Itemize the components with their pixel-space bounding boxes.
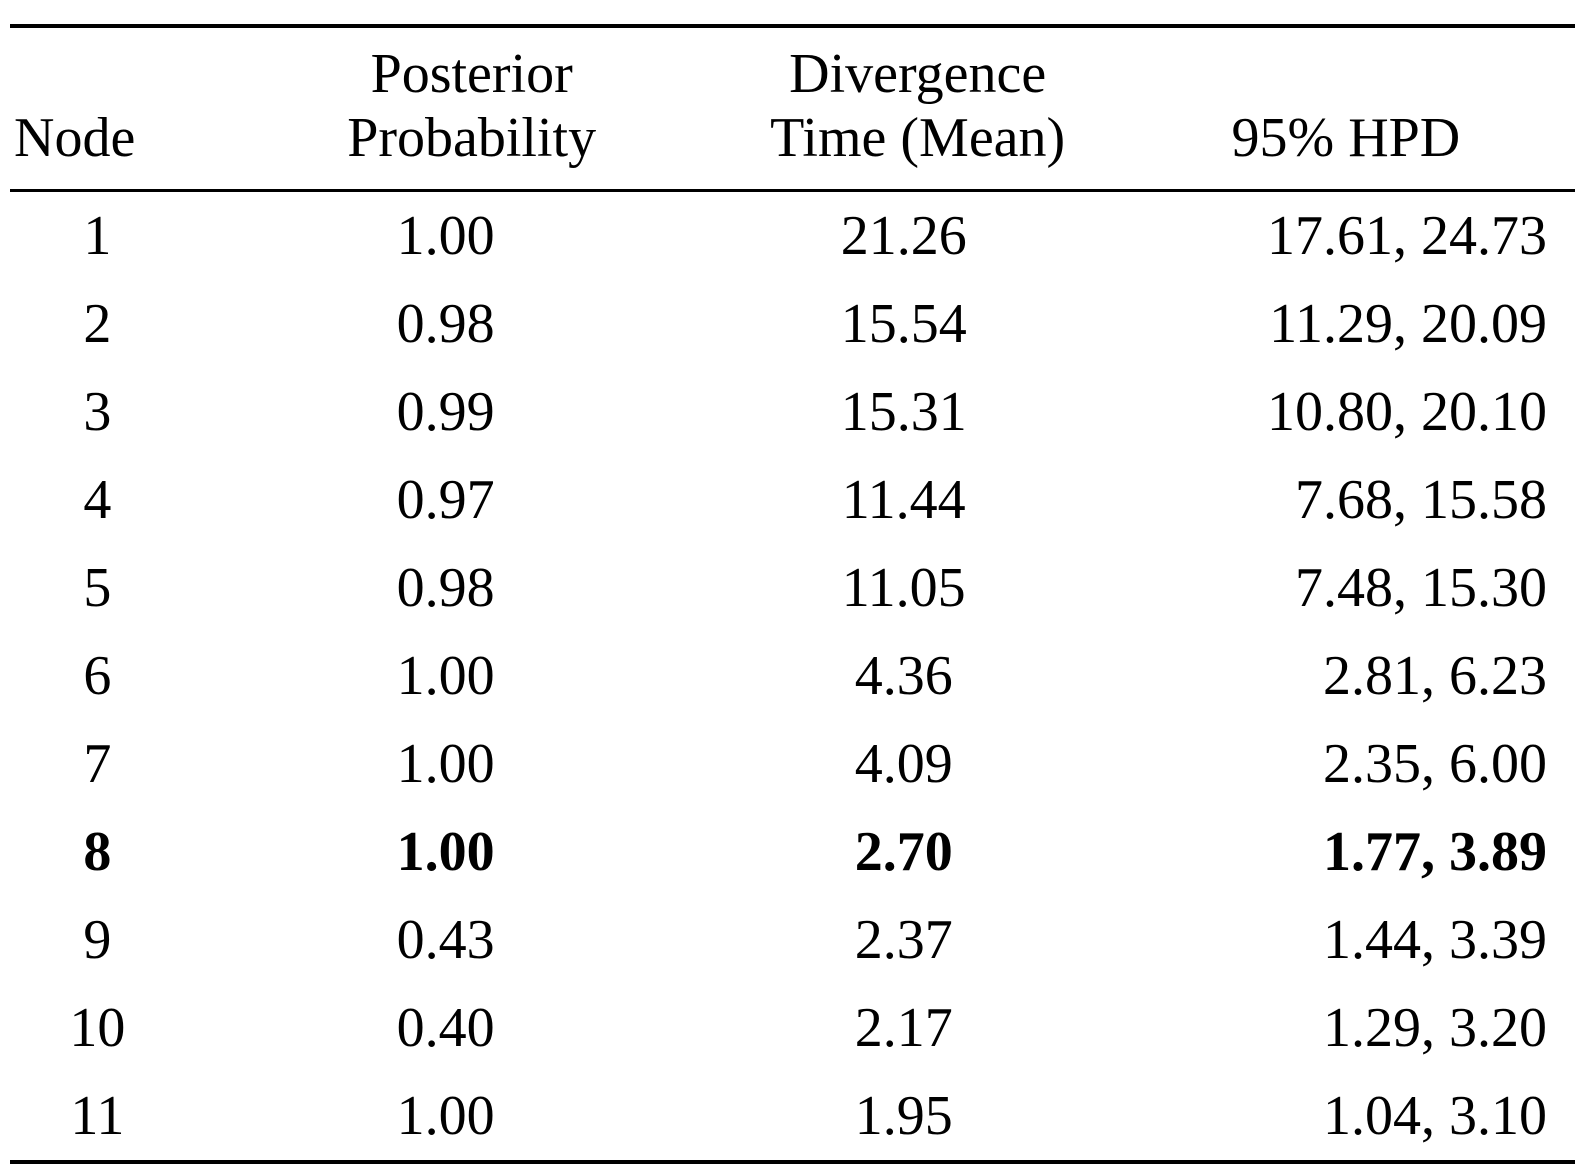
cell-posterior: 1.00 — [245, 720, 699, 808]
col-header-divergence-l1: Divergence — [789, 43, 1046, 105]
cell-divergence: 2.70 — [699, 808, 1137, 896]
cell-hpd: 1.77, 3.89 — [1137, 808, 1575, 896]
col-header-posterior: Posterior Probability — [245, 26, 699, 190]
table-row: 30.9915.3110.80, 20.10 — [10, 368, 1575, 456]
col-header-posterior-l2: Probability — [347, 107, 596, 169]
cell-divergence: 15.31 — [699, 368, 1137, 456]
cell-hpd: 2.35, 6.00 — [1137, 720, 1575, 808]
cell-hpd: 1.29, 3.20 — [1137, 984, 1575, 1072]
table-row: 61.004.362.81, 6.23 — [10, 632, 1575, 720]
divergence-table: Node Posterior Probability Divergence Ti… — [10, 24, 1575, 1164]
cell-hpd: 7.48, 15.30 — [1137, 544, 1575, 632]
cell-posterior: 0.98 — [245, 544, 699, 632]
cell-divergence: 1.95 — [699, 1072, 1137, 1162]
cell-node: 11 — [10, 1072, 245, 1162]
col-header-hpd-label: 95% HPD — [1232, 107, 1461, 169]
cell-node: 9 — [10, 896, 245, 984]
table-row: 90.432.371.44, 3.39 — [10, 896, 1575, 984]
cell-node: 1 — [10, 190, 245, 280]
cell-divergence: 21.26 — [699, 190, 1137, 280]
cell-hpd: 10.80, 20.10 — [1137, 368, 1575, 456]
col-header-divergence: Divergence Time (Mean) — [699, 26, 1137, 190]
cell-posterior: 1.00 — [245, 1072, 699, 1162]
cell-divergence: 4.09 — [699, 720, 1137, 808]
cell-node: 3 — [10, 368, 245, 456]
cell-node: 2 — [10, 280, 245, 368]
cell-divergence: 15.54 — [699, 280, 1137, 368]
cell-posterior: 0.43 — [245, 896, 699, 984]
table-row: 111.001.951.04, 3.10 — [10, 1072, 1575, 1162]
cell-node: 10 — [10, 984, 245, 1072]
col-header-divergence-l2: Time (Mean) — [770, 107, 1065, 169]
cell-posterior: 0.97 — [245, 456, 699, 544]
cell-divergence: 4.36 — [699, 632, 1137, 720]
cell-posterior: 1.00 — [245, 190, 699, 280]
cell-hpd: 7.68, 15.58 — [1137, 456, 1575, 544]
table-body: 11.0021.2617.61, 24.7320.9815.5411.29, 2… — [10, 190, 1575, 1162]
col-header-node: Node — [10, 26, 245, 190]
cell-divergence: 2.37 — [699, 896, 1137, 984]
table-row: 40.9711.447.68, 15.58 — [10, 456, 1575, 544]
cell-divergence: 2.17 — [699, 984, 1137, 1072]
cell-hpd: 17.61, 24.73 — [1137, 190, 1575, 280]
table-row: 20.9815.5411.29, 20.09 — [10, 280, 1575, 368]
cell-node: 7 — [10, 720, 245, 808]
table-header: Node Posterior Probability Divergence Ti… — [10, 26, 1575, 190]
table-row: 11.0021.2617.61, 24.73 — [10, 190, 1575, 280]
cell-node: 8 — [10, 808, 245, 896]
col-header-node-label: Node — [14, 107, 135, 169]
cell-posterior: 0.98 — [245, 280, 699, 368]
table-container: Node Posterior Probability Divergence Ti… — [0, 0, 1595, 1159]
cell-node: 6 — [10, 632, 245, 720]
cell-hpd: 1.44, 3.39 — [1137, 896, 1575, 984]
col-header-hpd: 95% HPD — [1137, 26, 1575, 190]
cell-posterior: 0.40 — [245, 984, 699, 1072]
cell-hpd: 11.29, 20.09 — [1137, 280, 1575, 368]
cell-divergence: 11.05 — [699, 544, 1137, 632]
table-row: 81.002.701.77, 3.89 — [10, 808, 1575, 896]
cell-hpd: 1.04, 3.10 — [1137, 1072, 1575, 1162]
cell-posterior: 1.00 — [245, 632, 699, 720]
cell-posterior: 1.00 — [245, 808, 699, 896]
col-header-posterior-l1: Posterior — [371, 43, 573, 105]
table-row: 71.004.092.35, 6.00 — [10, 720, 1575, 808]
cell-hpd: 2.81, 6.23 — [1137, 632, 1575, 720]
cell-node: 5 — [10, 544, 245, 632]
cell-posterior: 0.99 — [245, 368, 699, 456]
table-row: 50.9811.057.48, 15.30 — [10, 544, 1575, 632]
table-row: 100.402.171.29, 3.20 — [10, 984, 1575, 1072]
cell-node: 4 — [10, 456, 245, 544]
cell-divergence: 11.44 — [699, 456, 1137, 544]
